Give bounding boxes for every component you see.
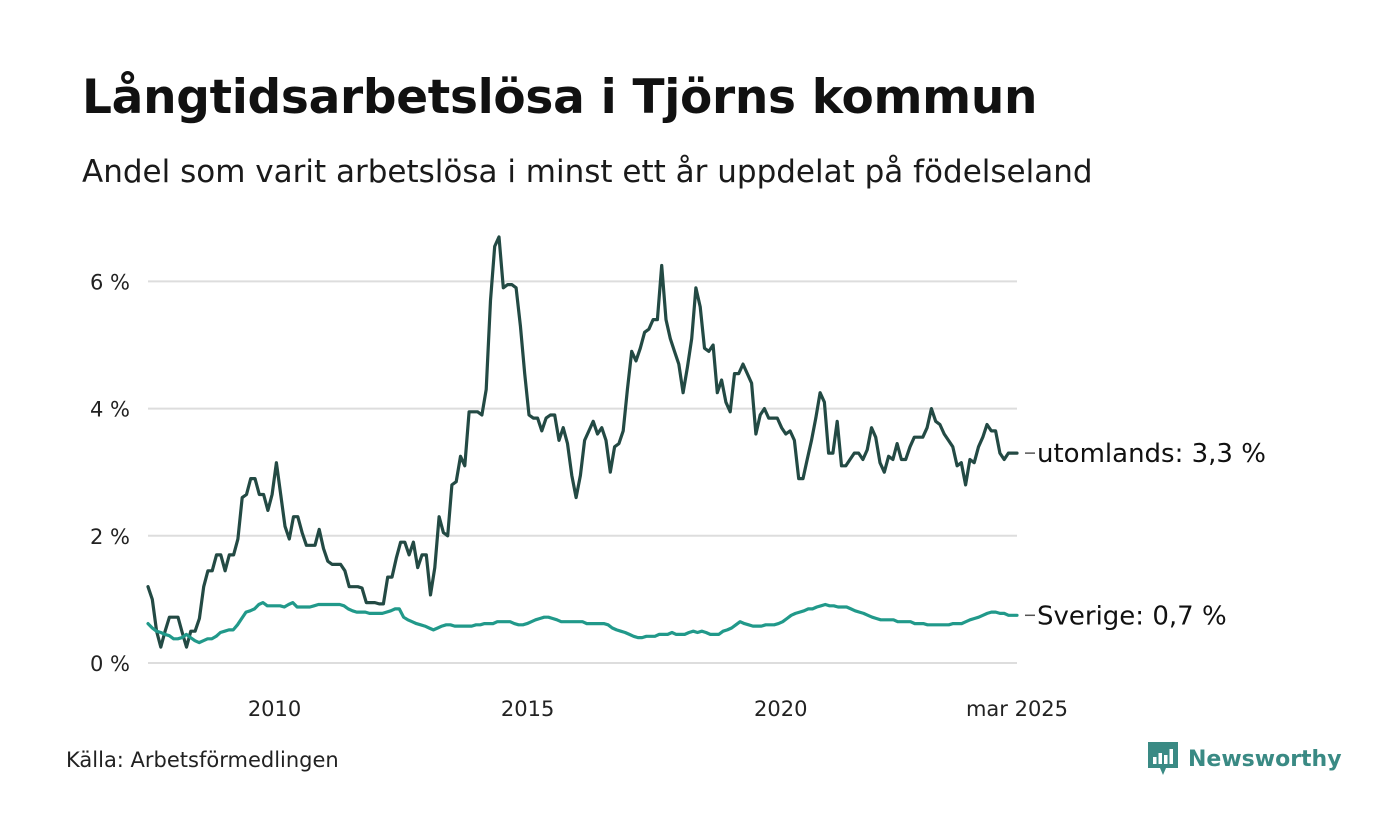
- y-tick-label: 4 %: [90, 398, 130, 422]
- x-axis: 2010 2015 2020 mar 2025: [248, 697, 1068, 721]
- chart-title: Långtidsarbetslösa i Tjörns kommun: [82, 70, 1038, 125]
- series-line-utomlands: [146, 235, 1019, 649]
- y-tick-label: 0 %: [90, 652, 130, 676]
- gridlines: [148, 280, 1017, 664]
- end-labels: utomlands: 3,3 % Sverige: 0,7 %: [1025, 439, 1266, 631]
- x-tick-label: 2020: [754, 697, 807, 721]
- x-tick-label: 2015: [501, 697, 554, 721]
- y-tick-label: 2 %: [90, 525, 130, 549]
- series-line-sverige: [146, 600, 1019, 645]
- chart-subtitle: Andel som varit arbetslösa i minst ett å…: [82, 154, 1093, 190]
- brand-logo[interactable]: Newsworthy: [1148, 742, 1342, 776]
- y-axis: 0 % 2 % 4 % 6 %: [90, 270, 130, 676]
- y-tick-label: 6 %: [90, 270, 130, 294]
- end-label-sverige: Sverige: 0,7 %: [1037, 601, 1227, 631]
- end-label-utomlands: utomlands: 3,3 %: [1037, 439, 1266, 469]
- x-tick-label: mar 2025: [966, 697, 1068, 721]
- source-note: Källa: Arbetsförmedlingen: [66, 748, 339, 772]
- series-lines: [146, 235, 1019, 649]
- brand-name: Newsworthy: [1188, 746, 1342, 772]
- newsworthy-logo-icon: [1148, 742, 1178, 775]
- x-tick-label: 2010: [248, 697, 301, 721]
